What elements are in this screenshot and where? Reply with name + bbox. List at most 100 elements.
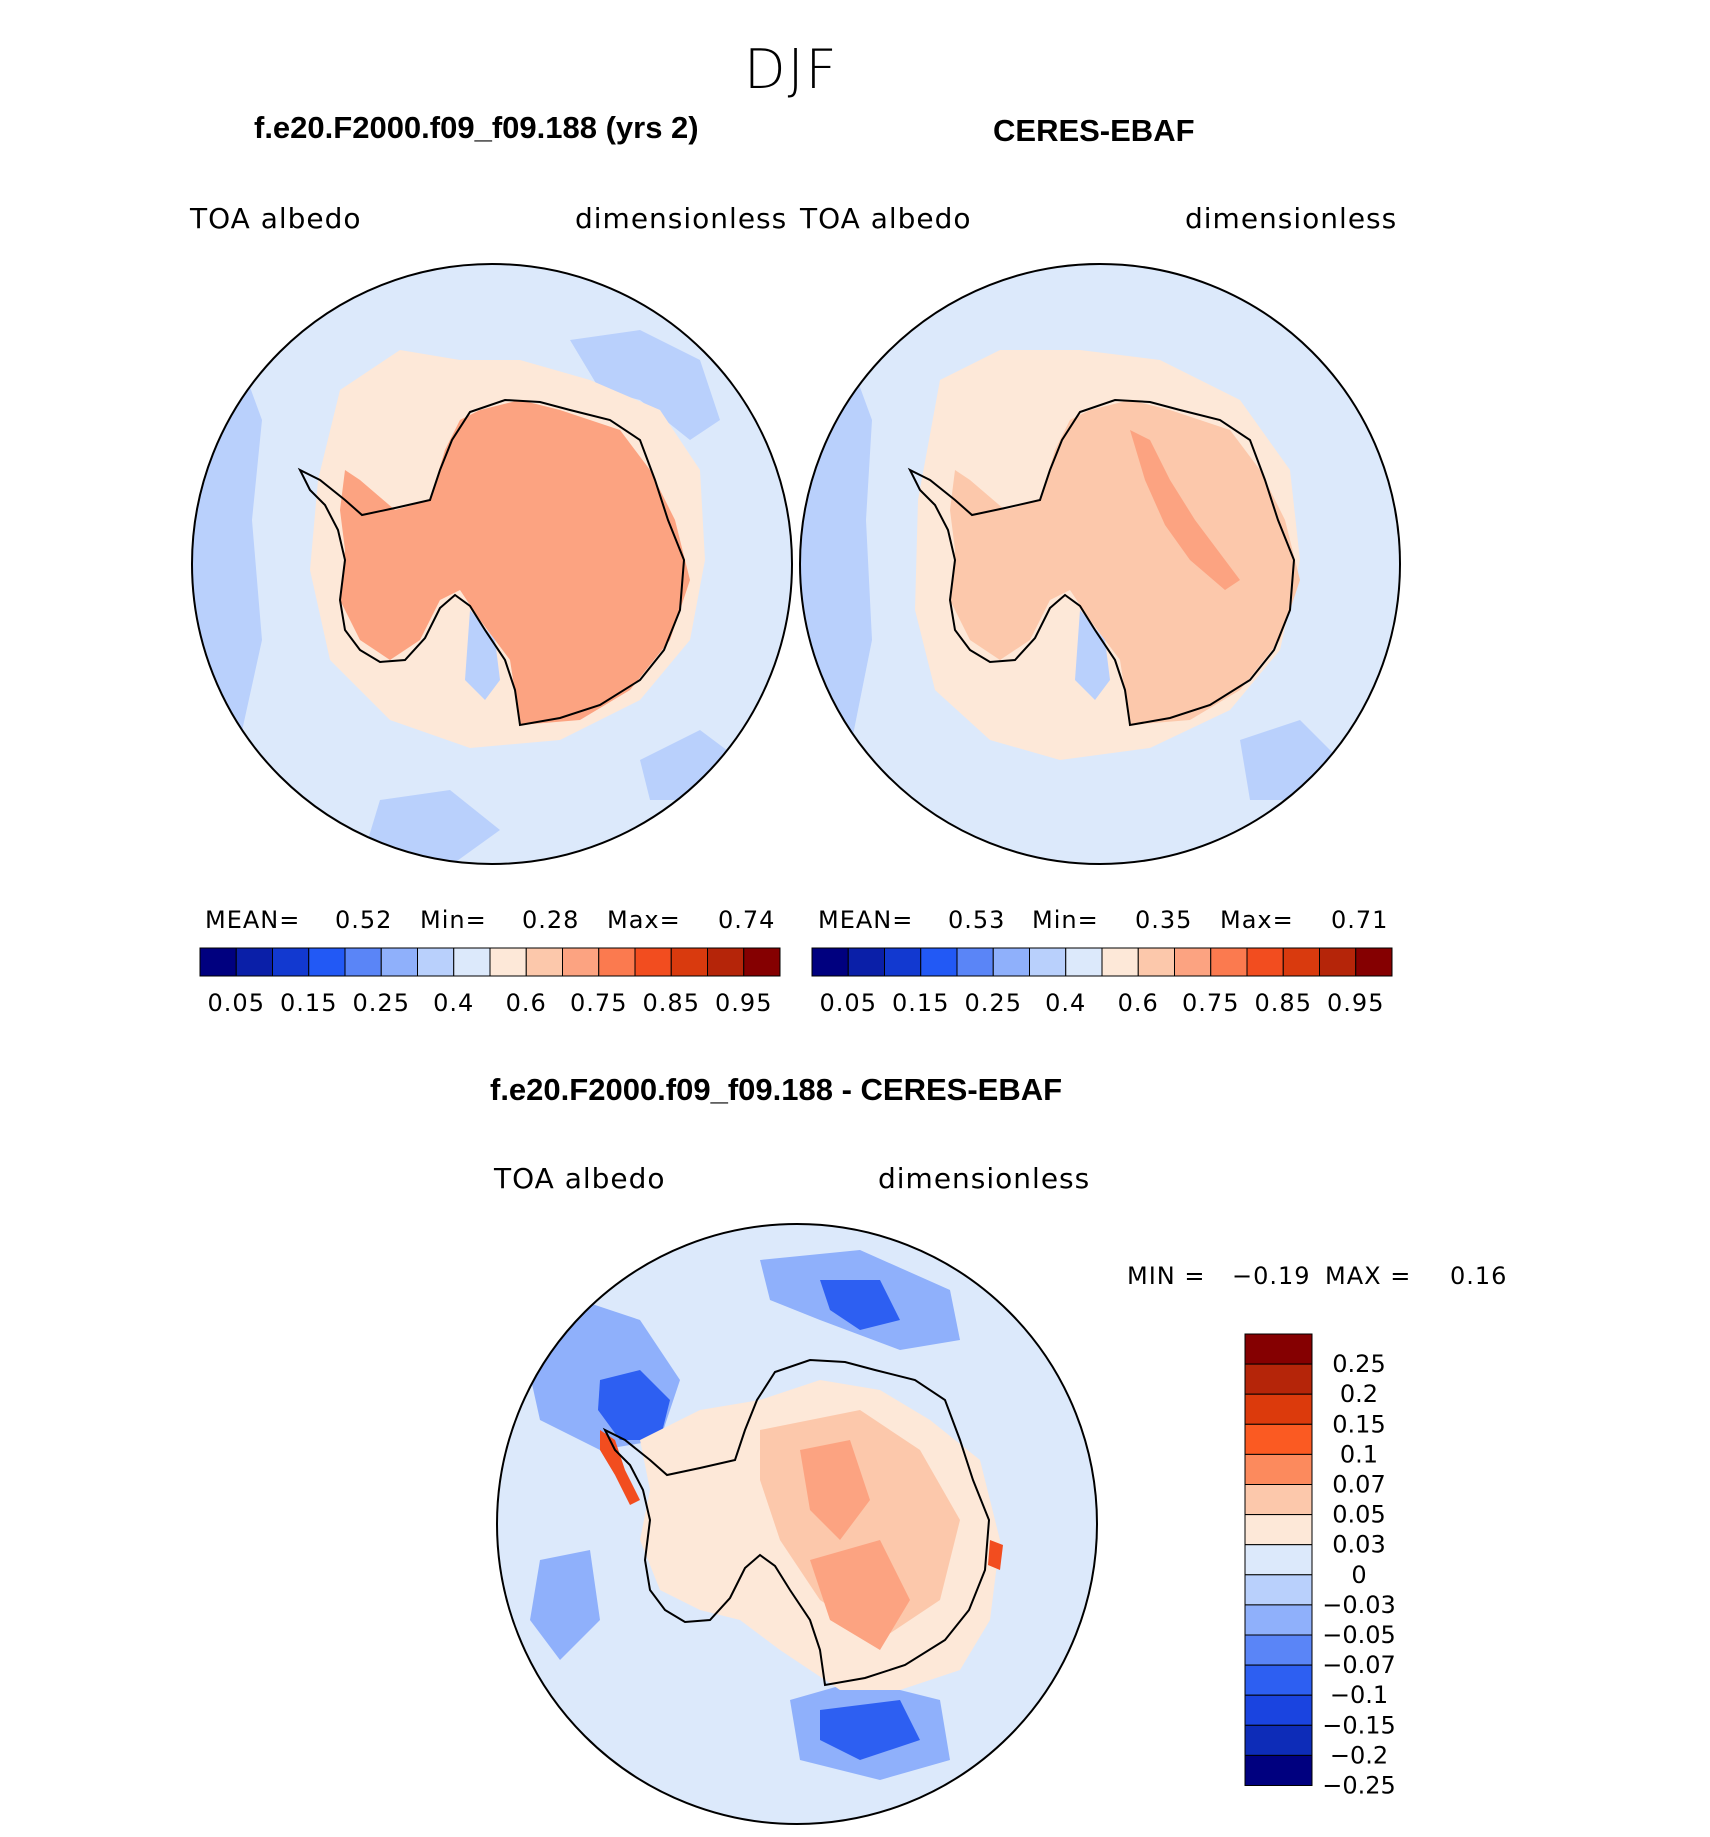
panel1-title: f.e20.F2000.f09_f09.188 (yrs 2) bbox=[254, 110, 699, 145]
diff-colorbar-label: −0.05 bbox=[1322, 1621, 1396, 1649]
diff-colorbar-label: 0.25 bbox=[1332, 1350, 1385, 1378]
panel2-min-value: 0.35 bbox=[1135, 906, 1193, 934]
panel1-colorbar: 0.05 0.15 0.25 0.4 0.6 0.75 0.85 0.95 bbox=[199, 947, 781, 1017]
panel2-colorbar-box bbox=[1065, 947, 1103, 977]
panel2-colorbar-box bbox=[884, 947, 922, 977]
diff-colorbar-box bbox=[1244, 1754, 1313, 1787]
panel1-colorbar-label: 0.4 bbox=[433, 989, 474, 1017]
panel2-colorbar-box bbox=[847, 947, 885, 977]
panel2-colorbar-box bbox=[1174, 947, 1212, 977]
diff-variable-label: TOA albedo bbox=[494, 1162, 666, 1195]
diff-colorbar-box bbox=[1244, 1544, 1313, 1576]
diff-colorbar-box bbox=[1244, 1423, 1313, 1455]
panel2-colorbar-box bbox=[1319, 947, 1357, 977]
panel2-colorbar-label: 0.05 bbox=[820, 989, 877, 1017]
panel1-variable-label: TOA albedo bbox=[190, 202, 362, 235]
panel2-mean-value: 0.53 bbox=[948, 906, 1006, 934]
diff-colorbar-label: 0.07 bbox=[1332, 1471, 1385, 1499]
panel2-colorbar-box bbox=[1246, 947, 1284, 977]
panel1-colorbar-box bbox=[199, 947, 237, 977]
panel1-min-label: Min= bbox=[420, 906, 487, 934]
panel2-colorbar: 0.05 0.15 0.25 0.4 0.6 0.75 0.85 0.95 bbox=[811, 947, 1393, 1017]
diff-colorbar-label: 0.2 bbox=[1340, 1380, 1378, 1408]
diff-colorbar-box bbox=[1244, 1724, 1313, 1756]
diff-min-label: MIN = bbox=[1127, 1262, 1206, 1290]
diff-colorbar-box bbox=[1244, 1363, 1313, 1395]
panel1-colorbar-box bbox=[235, 947, 273, 977]
panel2-variable-label: TOA albedo bbox=[800, 202, 972, 235]
diff-colorbar-box bbox=[1244, 1453, 1313, 1486]
panel1-colorbar-box bbox=[489, 947, 527, 977]
panel2-max-label: Max= bbox=[1220, 906, 1294, 934]
panel1-colorbar-box bbox=[707, 947, 745, 977]
panel1-colorbar-box bbox=[380, 947, 418, 977]
panel1-colorbar-box bbox=[417, 947, 455, 977]
diff-map bbox=[496, 1223, 1098, 1825]
diff-colorbar-box bbox=[1244, 1393, 1313, 1425]
panel1-colorbar-box bbox=[344, 947, 382, 977]
diff-title: f.e20.F2000.f09_f09.188 - CERES-EBAF bbox=[490, 1072, 1063, 1107]
panel2-colorbar-box bbox=[992, 947, 1030, 977]
panel1-colorbar-label: 0.85 bbox=[643, 989, 700, 1017]
panel2-colorbar-box bbox=[1282, 947, 1320, 977]
diff-max-label: MAX = bbox=[1325, 1262, 1412, 1290]
panel2-colorbar-label: 0.75 bbox=[1182, 989, 1239, 1017]
panel1-colorbar-label: 0.05 bbox=[208, 989, 265, 1017]
diff-units-label: dimensionless bbox=[878, 1162, 1091, 1195]
diff-colorbar-label: 0.05 bbox=[1332, 1501, 1385, 1529]
panel1-mean-value: 0.52 bbox=[335, 906, 393, 934]
panel2-mean-label: MEAN= bbox=[818, 906, 914, 934]
diff-colorbar-label: −0.03 bbox=[1322, 1591, 1396, 1619]
diff-colorbar-label: −0.25 bbox=[1322, 1772, 1396, 1800]
panel2-colorbar-box bbox=[1029, 947, 1067, 977]
diff-colorbar-box bbox=[1244, 1604, 1313, 1636]
panel1-units-label: dimensionless bbox=[575, 202, 788, 235]
panel1-mean-label: MEAN= bbox=[205, 906, 301, 934]
panel2-colorbar-box bbox=[956, 947, 994, 977]
panel1-colorbar-box bbox=[743, 947, 781, 977]
diff-colorbar-label: −0.1 bbox=[1330, 1681, 1388, 1709]
panel1-colorbar-label: 0.15 bbox=[280, 989, 337, 1017]
panel1-colorbar-label: 0.75 bbox=[570, 989, 627, 1017]
diff-colorbar-label: −0.07 bbox=[1322, 1651, 1396, 1679]
panel2-colorbar-box bbox=[1210, 947, 1248, 977]
panel2-colorbar-box bbox=[920, 947, 958, 977]
panel2-colorbar-label: 0.4 bbox=[1045, 989, 1086, 1017]
panel1-colorbar-box bbox=[308, 947, 346, 977]
diff-colorbar-box bbox=[1244, 1664, 1313, 1696]
diff-colorbar-label: 0.1 bbox=[1340, 1440, 1378, 1468]
panel1-colorbar-label: 0.6 bbox=[506, 989, 547, 1017]
diff-colorbar-box bbox=[1244, 1484, 1313, 1516]
panel1-colorbar-box bbox=[562, 947, 600, 977]
panel2-map bbox=[799, 263, 1401, 865]
panel2-colorbar-box bbox=[1355, 947, 1393, 977]
panel2-colorbar-label: 0.85 bbox=[1255, 989, 1312, 1017]
panel1-min-value: 0.28 bbox=[522, 906, 580, 934]
diff-colorbar: 0.250.20.150.10.070.050.030−0.03−0.05−0.… bbox=[1244, 1333, 1396, 1800]
panel1-colorbar-box bbox=[525, 947, 563, 977]
panel1-map bbox=[191, 263, 793, 865]
diff-colorbar-label: −0.2 bbox=[1330, 1741, 1388, 1769]
panel1-max-label: Max= bbox=[607, 906, 681, 934]
diff-colorbar-box bbox=[1244, 1574, 1313, 1606]
panel2-units-label: dimensionless bbox=[1185, 202, 1398, 235]
panel2-colorbar-label: 0.15 bbox=[892, 989, 949, 1017]
diff-max-value: 0.16 bbox=[1450, 1262, 1508, 1290]
diff-colorbar-box bbox=[1244, 1514, 1313, 1546]
panel2-max-value: 0.71 bbox=[1331, 906, 1389, 934]
panel2-colorbar-box bbox=[1101, 947, 1139, 977]
diff-colorbar-label: 0 bbox=[1351, 1561, 1366, 1589]
diff-colorbar-label: −0.15 bbox=[1322, 1711, 1396, 1739]
panel1-max-value: 0.74 bbox=[718, 906, 776, 934]
diff-colorbar-box bbox=[1244, 1333, 1313, 1365]
diff-colorbar-box bbox=[1244, 1634, 1313, 1666]
panel2-title: CERES-EBAF bbox=[993, 113, 1195, 148]
panel1-colorbar-label: 0.95 bbox=[715, 989, 772, 1017]
panel1-colorbar-label: 0.25 bbox=[353, 989, 410, 1017]
diff-colorbar-label: 0.03 bbox=[1332, 1531, 1385, 1559]
diff-colorbar-box bbox=[1244, 1694, 1313, 1726]
panel2-min-label: Min= bbox=[1032, 906, 1099, 934]
panel1-colorbar-box bbox=[634, 947, 672, 977]
diff-min-value: −0.19 bbox=[1232, 1262, 1311, 1290]
